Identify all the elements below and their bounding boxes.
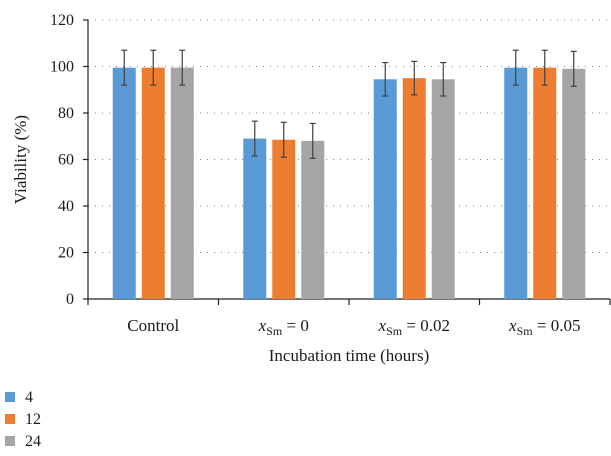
x-category-labels: Control xSm = 0 xSm = 0.02 xSm = 0.05 — [127, 316, 580, 338]
bar-series-4 — [112, 67, 136, 299]
bar-series-12 — [402, 78, 426, 299]
bar-series-24 — [562, 68, 586, 299]
bar-series-4 — [373, 79, 397, 299]
bar-series-4 — [243, 138, 267, 299]
bar-series-24 — [170, 67, 194, 299]
y-tick-label: 80 — [58, 105, 74, 122]
y-tick-label: 20 — [58, 245, 74, 262]
legend-swatch-24 — [5, 436, 15, 446]
x-category-label: Control — [127, 316, 179, 335]
grid-lines — [88, 19, 610, 253]
x-category-label: xSm = 0.02 — [378, 316, 450, 338]
y-tick-label: 60 — [58, 152, 74, 169]
legend-swatch-12 — [5, 414, 15, 424]
bar-series-24 — [301, 140, 325, 299]
x-category-label: xSm = 0.05 — [508, 316, 580, 338]
bar-series-12 — [141, 67, 165, 299]
legend-label-4: 4 — [25, 389, 33, 406]
bar-series-12 — [533, 67, 557, 299]
legend-label-24: 24 — [25, 433, 41, 450]
x-axis-label: Incubation time (hours) — [269, 346, 430, 365]
legend-swatch-4 — [5, 392, 15, 402]
y-axis-label: Viability (%) — [11, 115, 30, 204]
legend-label-12: 12 — [25, 411, 41, 428]
legend: 4 12 24 — [5, 389, 41, 450]
y-tick-label: 40 — [58, 198, 74, 215]
bar-series-4 — [504, 67, 528, 299]
bar-series-12 — [272, 139, 296, 299]
y-tick-label: 0 — [66, 291, 74, 308]
y-tick-labels: 0 20 40 60 80 100 120 — [50, 12, 74, 308]
y-tick-label: 100 — [50, 59, 74, 76]
x-category-label: xSm = 0 — [258, 316, 309, 338]
bars — [112, 49, 586, 299]
bar-series-24 — [431, 79, 455, 299]
y-tick-label: 120 — [50, 12, 74, 29]
